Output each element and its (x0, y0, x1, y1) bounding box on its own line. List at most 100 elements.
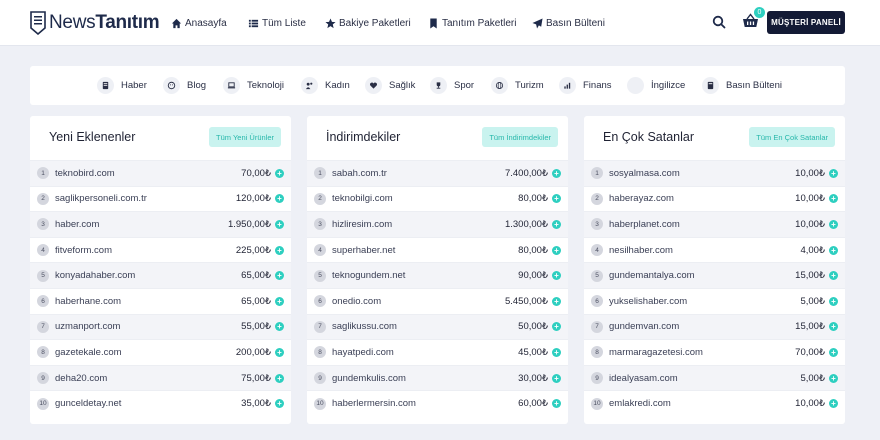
product-row[interactable]: 4 superhaber.net 80,00₺ + (307, 236, 568, 263)
site-name[interactable]: gunceldetay.net (55, 398, 122, 410)
site-name[interactable]: teknobilgi.com (332, 193, 393, 205)
product-row[interactable]: 3 haberplanet.com 10,00₺ + (584, 211, 845, 237)
add-to-cart-icon[interactable]: + (275, 168, 284, 178)
add-to-cart-icon[interactable]: + (275, 245, 284, 255)
site-name[interactable]: hayatpedi.com (332, 346, 394, 358)
add-to-cart-icon[interactable]: + (275, 219, 284, 229)
add-to-cart-icon[interactable]: + (275, 399, 284, 409)
product-row[interactable]: 1 sabah.com.tr 7.400,00₺ + (307, 160, 568, 186)
product-row[interactable]: 2 haberayaz.com 10,00₺ + (584, 185, 845, 212)
category-tourism[interactable]: Turizm (491, 77, 544, 94)
product-row[interactable]: 4 nesilhaber.com 4,00₺ + (584, 236, 845, 263)
add-to-cart-icon[interactable]: + (829, 245, 838, 255)
nav-home[interactable]: Anasayfa (171, 15, 227, 31)
product-row[interactable]: 10 gunceldetay.net 35,00₺ + (30, 390, 291, 416)
search-icon[interactable] (712, 15, 726, 29)
add-to-cart-icon[interactable]: + (552, 399, 561, 409)
site-name[interactable]: haberhane.com (55, 295, 122, 307)
site-name[interactable]: konyadahaber.com (55, 270, 136, 282)
site-name[interactable]: haber.com (55, 218, 100, 230)
add-to-cart-icon[interactable]: + (275, 194, 284, 204)
category-health[interactable]: Sağlık (365, 77, 415, 94)
add-to-cart-icon[interactable]: + (275, 271, 284, 281)
site-name[interactable]: gazetekale.com (55, 346, 122, 358)
nav-press-release[interactable]: Basın Bülteni (532, 15, 605, 31)
product-row[interactable]: 6 yukselishaber.com 5,00₺ + (584, 287, 845, 314)
add-to-cart-icon[interactable]: + (275, 347, 284, 357)
site-name[interactable]: onedio.com (332, 295, 382, 307)
product-row[interactable]: 6 onedio.com 5.450,00₺ + (307, 287, 568, 314)
add-to-cart-icon[interactable]: + (275, 296, 284, 306)
add-to-cart-icon[interactable]: + (552, 168, 561, 178)
site-name[interactable]: sosyalmasa.com (609, 167, 680, 179)
all-new-products-button[interactable]: Tüm Yeni Ürünler (209, 127, 281, 147)
add-to-cart-icon[interactable]: + (829, 194, 838, 204)
add-to-cart-icon[interactable]: + (829, 373, 838, 383)
product-row[interactable]: 7 gundemvan.com 15,00₺ + (584, 313, 845, 340)
add-to-cart-icon[interactable]: + (552, 296, 561, 306)
product-row[interactable]: 8 hayatpedi.com 45,00₺ + (307, 339, 568, 365)
site-name[interactable]: marmaragazetesi.com (609, 346, 703, 358)
product-row[interactable]: 1 sosyalmasa.com 10,00₺ + (584, 160, 845, 186)
client-panel-button[interactable]: MÜŞTERİ PANELİ (767, 11, 845, 34)
add-to-cart-icon[interactable]: + (829, 347, 838, 357)
site-name[interactable]: yukselishaber.com (609, 295, 688, 307)
add-to-cart-icon[interactable]: + (552, 322, 561, 332)
brand-logo[interactable]: News Tanıtım (30, 9, 160, 37)
site-name[interactable]: uzmanport.com (55, 321, 121, 333)
add-to-cart-icon[interactable]: + (829, 168, 838, 178)
product-row[interactable]: 10 emlakredi.com 10,00₺ + (584, 390, 845, 416)
category-finance[interactable]: Finans (559, 77, 612, 94)
site-name[interactable]: deha20.com (55, 372, 108, 384)
category-technology[interactable]: Teknoloji (223, 77, 284, 94)
site-name[interactable]: hizliresim.com (332, 218, 393, 230)
product-row[interactable]: 6 haberhane.com 65,00₺ + (30, 287, 291, 314)
nav-promo-packages[interactable]: Tanıtım Paketleri (428, 15, 516, 31)
site-name[interactable]: superhaber.net (332, 244, 396, 256)
product-row[interactable]: 3 haber.com 1.950,00₺ + (30, 211, 291, 237)
site-name[interactable]: gundemvan.com (609, 321, 680, 333)
site-name[interactable]: haberayaz.com (609, 193, 674, 205)
category-blog[interactable]: Blog (163, 77, 206, 94)
add-to-cart-icon[interactable]: + (829, 219, 838, 229)
site-name[interactable]: nesilhaber.com (609, 244, 673, 256)
site-name[interactable]: gundemkulis.com (332, 372, 406, 384)
product-row[interactable]: 1 teknobird.com 70,00₺ + (30, 160, 291, 186)
shopping-basket-icon[interactable] (742, 13, 759, 30)
category-woman[interactable]: Kadın (301, 77, 350, 94)
product-row[interactable]: 2 saglikpersoneli.com.tr 120,00₺ + (30, 185, 291, 212)
add-to-cart-icon[interactable]: + (829, 322, 838, 332)
add-to-cart-icon[interactable]: + (275, 322, 284, 332)
product-row[interactable]: 2 teknobilgi.com 80,00₺ + (307, 185, 568, 212)
add-to-cart-icon[interactable]: + (552, 373, 561, 383)
nav-balance-packages[interactable]: Bakiye Paketleri (325, 15, 411, 31)
add-to-cart-icon[interactable]: + (829, 271, 838, 281)
site-name[interactable]: saglikussu.com (332, 321, 397, 333)
all-discounted-button[interactable]: Tüm İndirimdekiler (482, 127, 558, 147)
category-sports[interactable]: Spor (430, 77, 474, 94)
add-to-cart-icon[interactable]: + (829, 296, 838, 306)
product-row[interactable]: 7 saglikussu.com 50,00₺ + (307, 313, 568, 340)
site-name[interactable]: sabah.com.tr (332, 167, 387, 179)
site-name[interactable]: fitveform.com (55, 244, 113, 256)
product-row[interactable]: 9 idealyasam.com 5,00₺ + (584, 364, 845, 391)
product-row[interactable]: 10 haberlermersin.com 60,00₺ + (307, 390, 568, 416)
product-row[interactable]: 3 hizliresim.com 1.300,00₺ + (307, 211, 568, 237)
add-to-cart-icon[interactable]: + (552, 194, 561, 204)
category-english[interactable]: İngilizce (627, 77, 685, 94)
product-row[interactable]: 5 konyadahaber.com 65,00₺ + (30, 262, 291, 288)
add-to-cart-icon[interactable]: + (829, 399, 838, 409)
site-name[interactable]: teknogundem.net (332, 270, 406, 282)
product-row[interactable]: 5 gundemantalya.com 15,00₺ + (584, 262, 845, 288)
site-name[interactable]: gundemantalya.com (609, 270, 695, 282)
product-row[interactable]: 5 teknogundem.net 90,00₺ + (307, 262, 568, 288)
site-name[interactable]: haberplanet.com (609, 218, 680, 230)
add-to-cart-icon[interactable]: + (552, 245, 561, 255)
site-name[interactable]: idealyasam.com (609, 372, 678, 384)
category-press-release[interactable]: Basın Bülteni (702, 77, 782, 94)
site-name[interactable]: haberlermersin.com (332, 398, 416, 410)
site-name[interactable]: saglikpersoneli.com.tr (55, 193, 147, 205)
product-row[interactable]: 7 uzmanport.com 55,00₺ + (30, 313, 291, 340)
product-row[interactable]: 8 gazetekale.com 200,00₺ + (30, 339, 291, 365)
site-name[interactable]: emlakredi.com (609, 398, 671, 410)
